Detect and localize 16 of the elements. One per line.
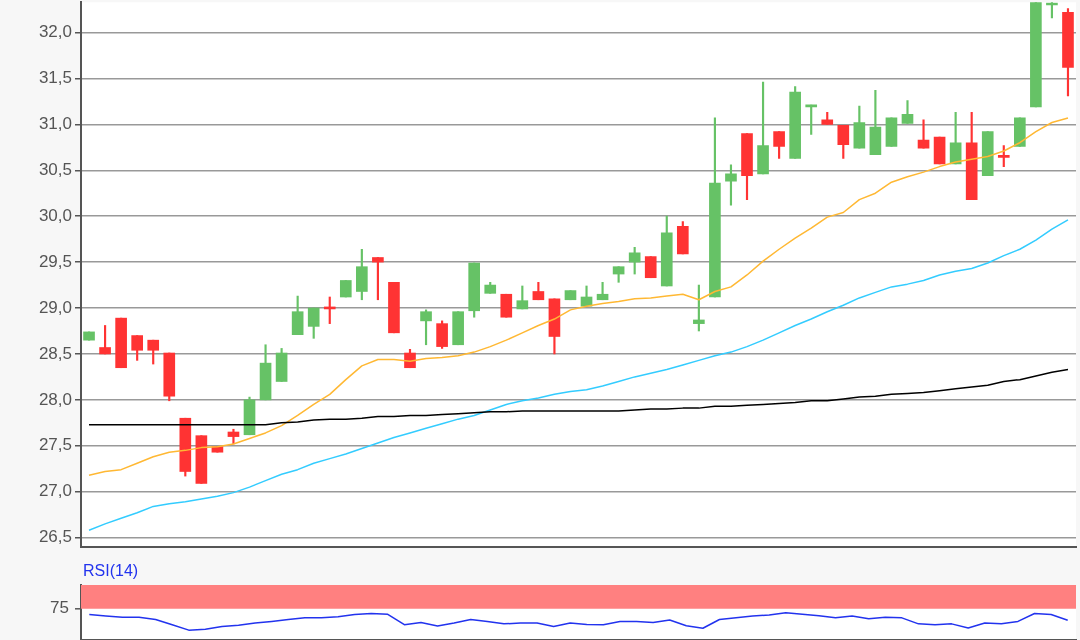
chart-title: RSI(14) bbox=[83, 562, 139, 580]
text: 75 bbox=[50, 598, 69, 618]
candlestick bbox=[596, 281, 609, 301]
y-tick-label: 26,5 bbox=[38, 527, 72, 547]
y-tick-label: 31,5 bbox=[38, 68, 72, 88]
y-tick-label: 27,5 bbox=[38, 435, 72, 455]
y-tick-label: 29,0 bbox=[38, 297, 72, 317]
y-tick-label: 32,0 bbox=[38, 22, 72, 42]
y-tick-label: 28,5 bbox=[38, 343, 72, 363]
y-tick-label: 29,5 bbox=[38, 251, 72, 271]
y-tick-label: 30,0 bbox=[38, 205, 72, 225]
y-tick-label: 31,0 bbox=[38, 114, 72, 134]
candlestick bbox=[917, 119, 930, 149]
y-tick-label: 27,0 bbox=[38, 481, 72, 501]
y-tick-label: 28,0 bbox=[38, 389, 72, 409]
y-tick-label: 30,5 bbox=[38, 159, 72, 179]
